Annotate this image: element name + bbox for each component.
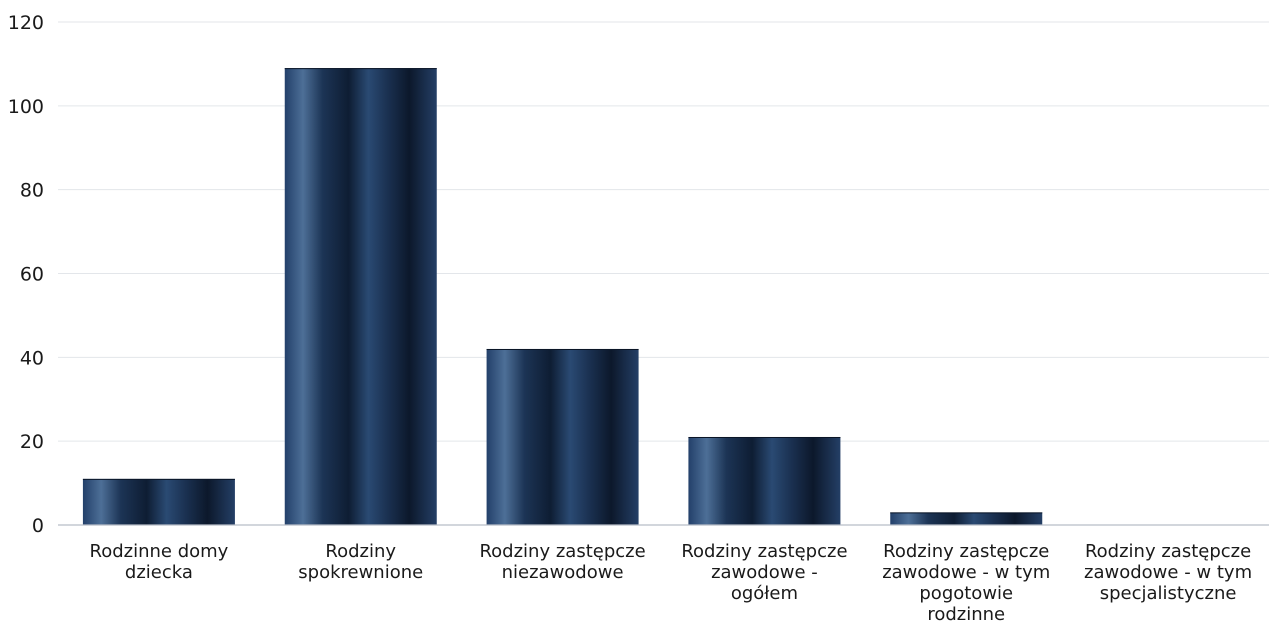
y-tick-label: 40 (20, 347, 44, 369)
x-category-label: Rodziny zastępcze niezawodowe (479, 541, 645, 583)
bar (82, 478, 235, 525)
x-category-label: Rodziny zastępcze zawodowe - w tym specjal… (1084, 541, 1252, 604)
gridlines (58, 21, 1269, 442)
x-category-label: Rodziny spokrewnione (298, 541, 423, 583)
x-category-label-line: pogotowie (919, 583, 1013, 604)
bar (486, 348, 639, 525)
y-axis-ticks: 0 20 40 60 80 100 120 (8, 12, 44, 537)
bar (688, 436, 841, 525)
x-category-label-line: Rodziny zastępcze (1085, 541, 1251, 562)
x-category-label-line: dziecka (125, 562, 193, 583)
bar (890, 512, 1043, 525)
bars (82, 68, 1043, 525)
x-category-label-line: rodzinne (927, 604, 1005, 625)
x-category-label-line: Rodziny zastępcze (479, 541, 645, 562)
x-category-label-line: specjalistyczne (1100, 583, 1237, 604)
bar (284, 68, 437, 525)
y-tick-label: 120 (8, 12, 44, 34)
y-tick-label: 20 (20, 431, 44, 453)
x-category-label-line: Rodziny (325, 541, 396, 562)
x-category-label: Rodziny zastępcze zawodowe - w tym pogotow… (882, 541, 1050, 625)
y-tick-label: 60 (20, 264, 44, 286)
x-category-label-line: Rodziny zastępcze (883, 541, 1049, 562)
x-category-label-line: zawodowe - w tym (1084, 562, 1252, 583)
x-category-label-line: zawodowe - w tym (882, 562, 1050, 583)
y-tick-label: 0 (32, 515, 44, 537)
y-tick-label: 80 (20, 180, 44, 202)
x-category-label: Rodzinne domy dziecka (90, 541, 229, 583)
x-category-label-line: ogółem (731, 583, 798, 604)
x-category-label-line: spokrewnione (298, 562, 423, 583)
x-category-label-line: Rodziny zastępcze (681, 541, 847, 562)
x-category-label: Rodziny zastępcze zawodowe -ogółem (681, 541, 847, 604)
x-category-label-line: niezawodowe (502, 562, 624, 583)
x-category-label-line: Rodzinne domy (90, 541, 229, 562)
y-tick-label: 100 (8, 96, 44, 118)
x-category-label-line: zawodowe - (711, 562, 818, 583)
